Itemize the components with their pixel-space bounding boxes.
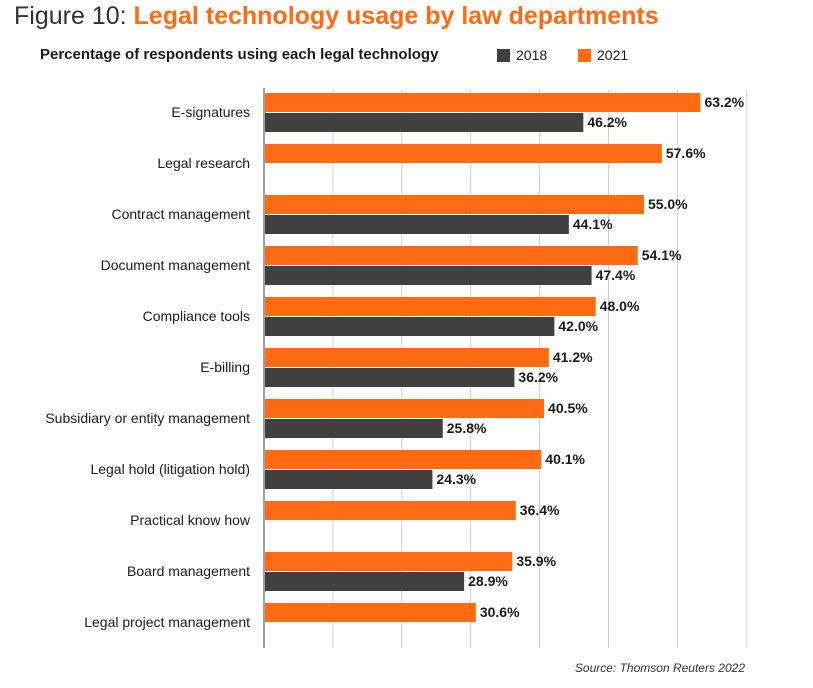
data-label-2021: 40.1% xyxy=(545,451,585,467)
bar-2021 xyxy=(265,501,516,520)
bar-2018 xyxy=(265,266,592,285)
bar-2018 xyxy=(265,317,555,336)
bar-2018 xyxy=(265,572,465,591)
category-label: Contract management xyxy=(111,206,250,222)
category-label: Legal hold (litigation hold) xyxy=(90,461,250,477)
data-label-2018: 25.8% xyxy=(447,420,487,436)
category-label: Compliance tools xyxy=(143,308,250,324)
bar-2021 xyxy=(265,450,542,469)
bar-2021 xyxy=(265,399,545,418)
bar-2018 xyxy=(265,368,515,387)
data-label-2021: 63.2% xyxy=(704,94,744,110)
bar-2018 xyxy=(265,470,433,489)
legend-label-2018: 2018 xyxy=(516,47,548,63)
data-label-2021: 36.4% xyxy=(520,502,560,518)
bar-2021 xyxy=(265,603,476,622)
source-note: Source: Thomson Reuters 2022 xyxy=(574,661,745,675)
bar-2018 xyxy=(265,113,584,132)
legend-swatch-2021 xyxy=(578,48,591,62)
category-label: Document management xyxy=(101,257,251,273)
category-label: Legal project management xyxy=(84,614,250,630)
chart-title: Figure 10: Legal technology usage by law… xyxy=(14,2,659,31)
data-label-2021: 41.2% xyxy=(553,349,593,365)
data-label-2018: 36.2% xyxy=(518,369,558,385)
legend-label-2021: 2021 xyxy=(597,47,629,63)
data-label-2018: 44.1% xyxy=(573,216,613,232)
bar-2018 xyxy=(265,419,443,438)
category-label: Legal research xyxy=(157,155,250,171)
category-label: Subsidiary or entity management xyxy=(45,410,250,426)
legend-item-2021: 2021 xyxy=(578,47,628,63)
figure-number: Figure 10: xyxy=(14,2,127,30)
data-label-2021: 30.6% xyxy=(480,604,520,620)
data-label-2021: 55.0% xyxy=(648,196,688,212)
data-label-2018: 28.9% xyxy=(468,573,508,589)
bar-2021 xyxy=(265,195,644,214)
bar-2021 xyxy=(265,552,513,571)
data-label-2018: 42.0% xyxy=(558,318,598,334)
figure-title: Legal technology usage by law department… xyxy=(133,2,659,30)
data-label-2018: 24.3% xyxy=(436,471,476,487)
category-label: E-signatures xyxy=(171,104,250,120)
category-label: Board management xyxy=(127,563,250,579)
data-label-2021: 48.0% xyxy=(600,298,640,314)
bar-2021 xyxy=(265,297,596,316)
bar-2021 xyxy=(265,348,549,367)
data-label-2018: 47.4% xyxy=(596,267,636,283)
legend-item-2018: 2018 xyxy=(497,47,547,63)
chart-subtitle: Percentage of respondents using each leg… xyxy=(40,46,439,63)
bar-2021 xyxy=(265,93,701,112)
legend-swatch-2018 xyxy=(497,48,510,62)
category-label: Practical know how xyxy=(130,512,251,528)
bar-2018 xyxy=(265,215,569,234)
data-label-2021: 57.6% xyxy=(666,145,706,161)
bar-2021 xyxy=(265,144,662,163)
data-label-2021: 40.5% xyxy=(548,400,588,416)
bar-2021 xyxy=(265,246,638,265)
category-label: E-billing xyxy=(200,359,250,375)
data-label-2021: 54.1% xyxy=(642,247,682,263)
data-label-2018: 46.2% xyxy=(587,114,627,130)
data-label-2021: 35.9% xyxy=(516,553,556,569)
